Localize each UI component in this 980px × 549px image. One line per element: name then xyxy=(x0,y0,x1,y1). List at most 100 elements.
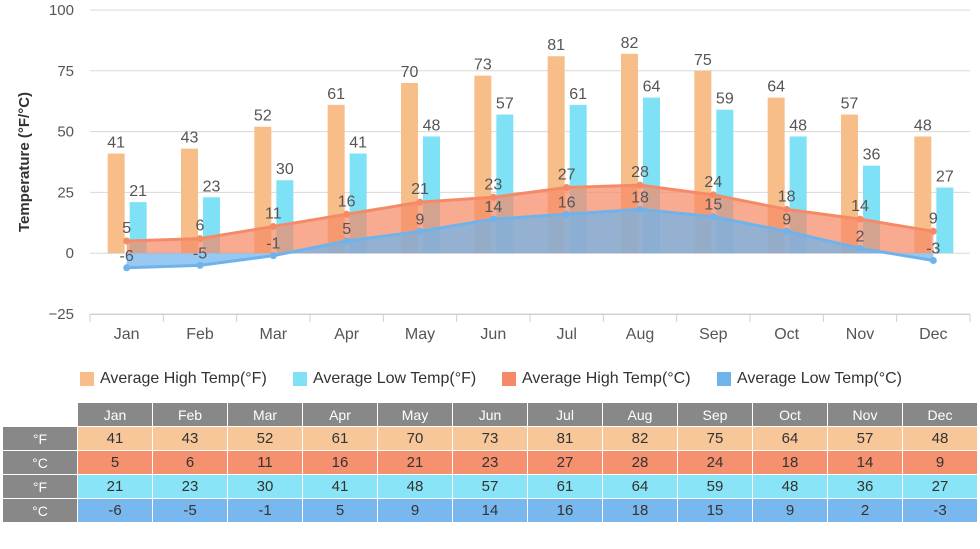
data-label-high-f: 61 xyxy=(327,86,345,103)
data-label-high-f: 43 xyxy=(181,130,199,147)
table-value-cell: 82 xyxy=(602,426,678,451)
point-low-c xyxy=(563,210,571,218)
table-value-cell: 5 xyxy=(77,450,153,475)
table-row: °C 5 6 11 16 21 23 27 28 24 18 14 9 xyxy=(2,450,978,475)
point-high-c xyxy=(783,205,791,213)
table-value-cell: 9 xyxy=(902,450,978,475)
table-month-header: Jan xyxy=(77,402,153,427)
data-label-high-c: 6 xyxy=(196,218,205,235)
table-value-cell: 57 xyxy=(827,426,903,451)
legend-swatch-high-c xyxy=(502,372,516,386)
point-high-c xyxy=(196,235,204,243)
data-label-high-c: 9 xyxy=(929,210,938,227)
table-value-cell: 5 xyxy=(302,498,378,523)
legend-swatch-low-c xyxy=(717,372,731,386)
table-month-header: Jul xyxy=(527,402,603,427)
table-value-cell: 23 xyxy=(452,450,528,475)
data-label-low-c: 9 xyxy=(782,211,791,228)
bar-high-f xyxy=(181,148,198,254)
data-label-low-c: -1 xyxy=(266,236,280,253)
data-label-low-f: 30 xyxy=(276,161,294,178)
y-tick-label: 50 xyxy=(57,124,74,141)
chart-legend: Average High Temp(°F) Average Low Temp(°… xyxy=(0,366,980,392)
table-value-cell: 18 xyxy=(602,498,678,523)
data-label-low-c: -6 xyxy=(120,248,134,265)
x-tick-label: Jan xyxy=(114,326,140,343)
table-value-cell: 15 xyxy=(677,498,753,523)
legend-item-low-c[interactable]: Average Low Temp(°C) xyxy=(717,370,902,388)
y-tick-label: 100 xyxy=(49,2,74,19)
table-row: °F 41 43 52 61 70 73 81 82 75 64 57 48 xyxy=(2,426,978,451)
legend-label-low-c: Average Low Temp(°C) xyxy=(737,370,902,387)
legend-item-high-f[interactable]: Average High Temp(°F) xyxy=(80,370,267,388)
data-label-high-f: 81 xyxy=(547,37,565,54)
point-high-c xyxy=(929,227,937,235)
table-value-cell: 48 xyxy=(902,426,978,451)
table-value-cell: 81 xyxy=(527,426,603,451)
data-label-low-f: 64 xyxy=(643,79,661,96)
data-label-low-c: 5 xyxy=(342,221,351,238)
data-label-high-c: 14 xyxy=(851,198,869,215)
data-label-low-f: 21 xyxy=(129,183,147,200)
table-month-header: Jun xyxy=(452,402,528,427)
table-value-cell: 41 xyxy=(77,426,153,451)
table-value-cell: 59 xyxy=(677,474,753,499)
table-value-cell: 23 xyxy=(152,474,228,499)
table-value-cell: 30 xyxy=(227,474,303,499)
point-high-c xyxy=(636,181,644,189)
data-label-low-c: 18 xyxy=(631,189,649,206)
table-month-header: May xyxy=(377,402,453,427)
data-label-high-c: 18 xyxy=(778,188,796,205)
table-value-cell: 43 xyxy=(152,426,228,451)
data-label-high-c: 5 xyxy=(122,220,131,237)
point-low-c xyxy=(856,244,864,252)
data-label-high-c: 27 xyxy=(558,167,576,184)
point-low-c xyxy=(636,205,644,213)
x-tick-label: Feb xyxy=(186,326,214,343)
y-tick-label: 75 xyxy=(57,63,74,80)
legend-item-high-c[interactable]: Average High Temp(°C) xyxy=(502,370,691,388)
table-unit-cell: °F xyxy=(2,474,78,499)
point-high-c xyxy=(269,222,277,230)
table-month-header: Sep xyxy=(677,402,753,427)
x-tick-label: Jun xyxy=(480,326,506,343)
point-high-c xyxy=(123,237,131,245)
x-tick-label: Mar xyxy=(260,326,288,343)
point-high-c xyxy=(563,184,571,192)
data-label-high-f: 52 xyxy=(254,108,272,125)
table-value-cell: -3 xyxy=(902,498,978,523)
table-unit-cell: °C xyxy=(2,450,78,475)
table-value-cell: 41 xyxy=(302,474,378,499)
x-tick-label: Jul xyxy=(556,326,576,343)
legend-label-low-f: Average Low Temp(°F) xyxy=(313,370,477,387)
point-high-c xyxy=(416,198,424,206)
x-tick-label: Nov xyxy=(846,326,874,343)
table-value-cell: 16 xyxy=(527,498,603,523)
legend-swatch-low-f xyxy=(293,372,307,386)
point-low-c xyxy=(416,227,424,235)
table-value-cell: 21 xyxy=(77,474,153,499)
bar-high-f xyxy=(914,136,932,254)
table-month-header: Aug xyxy=(602,402,678,427)
table-value-cell: 18 xyxy=(752,450,828,475)
table-value-cell: 48 xyxy=(377,474,453,499)
data-label-low-c: 14 xyxy=(484,199,502,216)
table-value-cell: 73 xyxy=(452,426,528,451)
data-label-low-f: 41 xyxy=(349,134,367,151)
x-tick-label: May xyxy=(405,326,435,343)
legend-item-low-f[interactable]: Average Low Temp(°F) xyxy=(293,370,476,388)
line-low-c xyxy=(126,207,934,270)
data-label-low-f: 48 xyxy=(423,117,441,134)
table-row: °C -6 -5 -1 5 9 14 16 18 15 9 2 -3 xyxy=(2,498,978,523)
data-label-low-c: -3 xyxy=(926,240,940,257)
x-tick-label: Dec xyxy=(919,326,947,343)
y-axis-title: Temperature (°F/°C) xyxy=(16,92,33,232)
table-value-cell: 6 xyxy=(152,450,228,475)
table-month-header: Dec xyxy=(902,402,978,427)
table-value-cell: 11 xyxy=(227,450,303,475)
temperature-table: Jan Feb Mar Apr May Jun Jul Aug Sep Oct Nov Dec °F 4… xyxy=(2,402,978,523)
data-label-high-c: 28 xyxy=(631,164,649,181)
data-label-high-f: 75 xyxy=(694,52,712,69)
table-value-cell: 2 xyxy=(827,498,903,523)
